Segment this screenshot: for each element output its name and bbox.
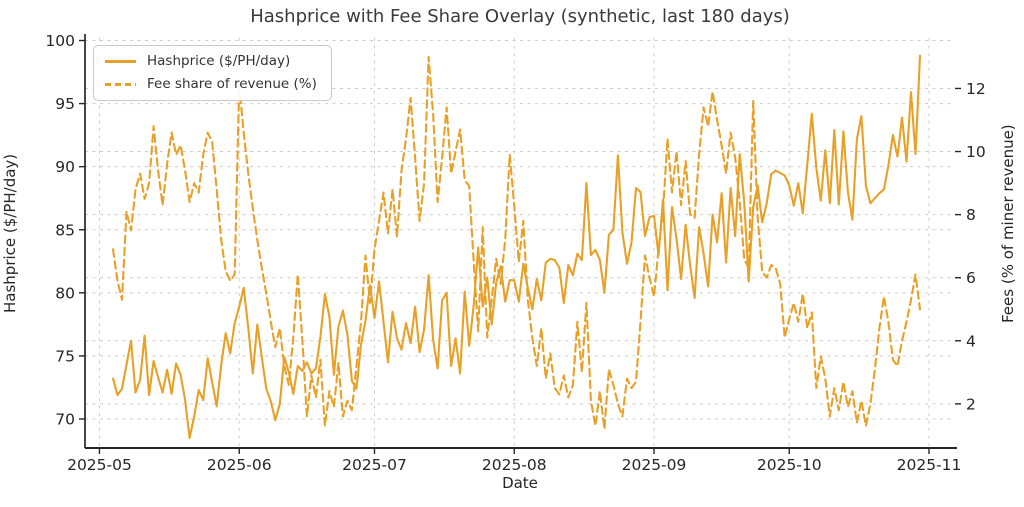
x-tick-label: 2025-08	[482, 456, 547, 474]
x-tick-label: 2025-07	[342, 456, 407, 474]
legend-label-hashprice: Hashprice ($/PH/day)	[147, 53, 291, 69]
y-right-tick-label: 4	[966, 332, 976, 350]
y-left-tick-label: 85	[55, 221, 75, 239]
y-right-tick-label: 2	[966, 395, 976, 413]
fee-share-line	[111, 55, 922, 431]
x-tick-label: 2025-11	[897, 456, 962, 474]
y-axis-label-right: Fees (% of miner revenue)	[999, 124, 1017, 323]
chart-title: Hashprice with Fee Share Overlay (synthe…	[250, 6, 790, 27]
legend-label-feeshare: Fee share of revenue (%)	[147, 76, 317, 93]
y-right-tick-label: 8	[966, 206, 976, 224]
legend-item-feeshare: Fee share of revenue (%)	[105, 76, 317, 92]
y-axis-label-left: Hashprice ($/PH/day)	[1, 153, 19, 313]
hashprice-line	[111, 54, 922, 439]
legend: Hashprice ($/PH/day) Fee share of revenu…	[93, 45, 332, 102]
solid-line-swatch-icon	[105, 59, 136, 63]
y-right-tick-label: 12	[966, 80, 986, 98]
y-left-tick-label: 100	[45, 32, 75, 50]
y-left-tick-label: 70	[55, 410, 75, 428]
y-left-tick-label: 80	[55, 284, 75, 302]
y-left-tick-label: 75	[55, 347, 75, 365]
y-right-tick-label: 6	[966, 269, 976, 287]
x-tick-label: 2025-09	[622, 456, 687, 474]
y-left-tick-label: 95	[55, 95, 75, 113]
dashed-line-swatch-icon	[105, 82, 136, 86]
x-tick-label: 2025-05	[67, 456, 132, 474]
x-tick-label: 2025-10	[757, 456, 822, 474]
y-left-tick-label: 90	[55, 158, 75, 176]
x-axis-label: Date	[502, 474, 538, 492]
legend-item-hashprice: Hashprice ($/PH/day)	[105, 53, 317, 69]
y-right-tick-label: 10	[966, 143, 986, 161]
x-tick-label: 2025-06	[207, 456, 272, 474]
